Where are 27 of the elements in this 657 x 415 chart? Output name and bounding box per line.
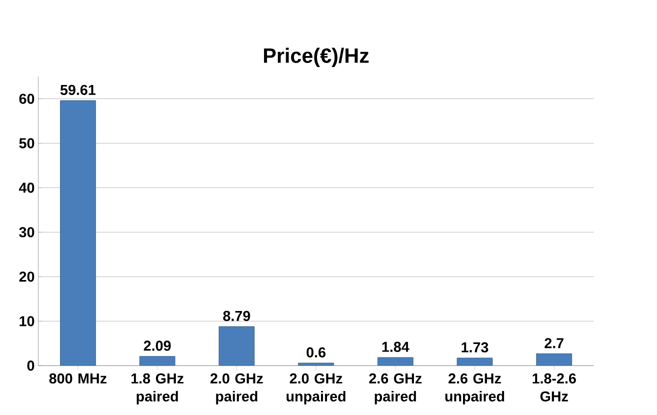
y-tick-label: 20 [19,271,34,282]
x-tick-label: 1.8-2.6 GHz [532,373,576,402]
x-tick-label: 2.0 GHz paired [210,373,263,404]
bar [140,356,176,366]
data-label: 8.79 [223,310,250,321]
x-tick-label: 2.6 GHz unpaired [445,373,504,404]
data-label: 59.61 [60,84,96,95]
data-label: 1.73 [462,342,488,352]
y-tick-label: 30 [19,227,34,238]
x-tick-label: 2.0 GHz unpaired [286,373,346,404]
x-tick-label: 2.6 GHz paired [369,373,422,404]
y-tick-label: 40 [19,182,34,193]
y-tick-label: 60 [19,94,34,104]
data-label: 2.7 [544,338,564,348]
bar [378,357,414,366]
y-tick-label: 50 [19,138,34,148]
chart-title: Price(€)/Hz [264,48,369,67]
y-tick-label: 10 [20,316,34,326]
data-label: 0.6 [306,347,326,358]
data-label: 2.09 [144,340,171,351]
bar [218,326,255,366]
x-tick-label: 800 MHz [49,373,107,384]
x-tick-label: 1.8 GHz paired [132,373,184,404]
bar [60,100,96,366]
bar [536,353,572,366]
data-label: 1.84 [382,342,410,352]
y-tick-label: 0 [27,360,34,371]
